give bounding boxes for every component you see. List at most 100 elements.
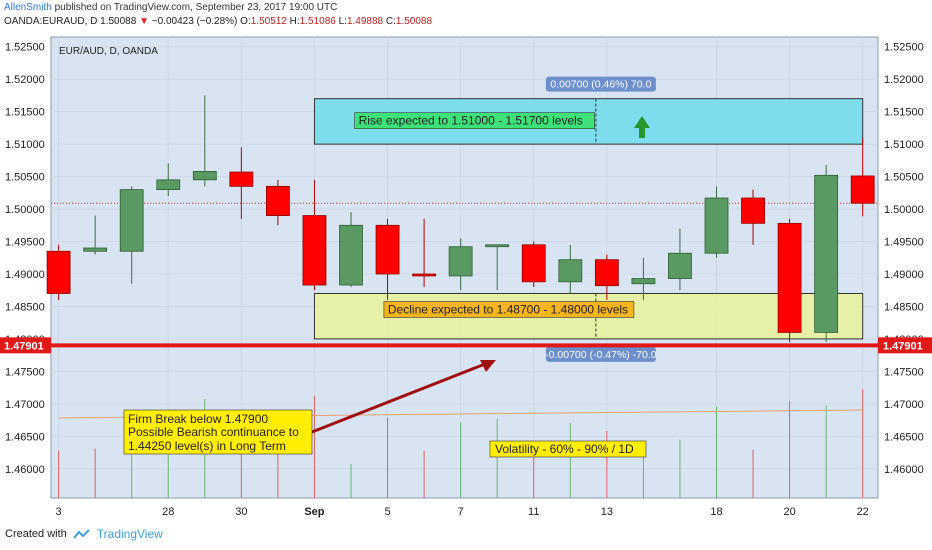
decline-label: Decline expected to 1.48700 - 1.48000 le… [388, 302, 628, 316]
footer: Created with TradingView [5, 527, 163, 541]
candle-body [704, 197, 729, 254]
y-tick-label-left: 1.52500 [5, 42, 45, 54]
y-tick-label-left: 1.47000 [5, 399, 45, 411]
y-tick-label-left: 1.51500 [5, 107, 45, 119]
decline-label-box [383, 301, 635, 318]
volatility-box [489, 440, 647, 458]
tradingview-logo-icon [72, 529, 90, 539]
price-change: −0.00423 (−0.28%) [151, 16, 238, 27]
x-tick-label: Sep [304, 506, 324, 518]
candle-body [229, 171, 254, 187]
y-tick-label-right: 1.47500 [884, 366, 924, 378]
candlestick-chart[interactable]: 1.52500 1.52500 1.52000 1.52000 1.51500 1.515… [0, 0, 932, 520]
rise-label-box [354, 112, 595, 129]
low-label: L: [338, 16, 347, 27]
candle-body [265, 185, 290, 216]
candle-body [192, 171, 217, 181]
chart-title: EUR/AUD, D, OANDA [59, 46, 158, 57]
open-value: 1.50512 [250, 16, 287, 27]
y-tick-label-right: 1.52500 [884, 42, 924, 54]
candle-body [375, 224, 400, 275]
x-tick-label: 28 [162, 506, 174, 518]
rise-label: Rise expected to 1.51000 - 1.51700 level… [359, 114, 583, 128]
y-tick-label-left: 1.51000 [5, 139, 45, 151]
y-tick-label-right: 1.50000 [884, 204, 924, 216]
note-arrowhead [480, 360, 496, 372]
low-value: 1.49888 [346, 16, 384, 27]
ohlc-bar: OANDA:EURAUD, D 1.50088 ▼ −0.00423 (−0.2… [4, 16, 432, 27]
close-value: 1.50088 [395, 16, 433, 27]
y-tick-label-left: 1.48500 [5, 301, 45, 313]
created-with-text: Created with [5, 528, 67, 540]
y-tick-label-right: 1.50500 [884, 172, 924, 184]
publish-text: published on TradingView.com, September … [54, 2, 338, 13]
candle-body [46, 250, 71, 294]
candle-body [594, 259, 619, 287]
x-tick-label: 20 [783, 506, 795, 518]
x-tick-label: 11 [528, 506, 539, 518]
x-tick-label: 5 [384, 506, 390, 518]
open-label: O: [240, 16, 251, 27]
candle-body [631, 278, 656, 285]
y-tick-label-right: 1.48500 [884, 301, 924, 313]
candle-body [777, 222, 802, 333]
candle-body [302, 215, 327, 286]
last-price: 1.50088 [100, 16, 137, 27]
decline-measure-text: -0.00700 (-0.47%) -70.0 [545, 349, 657, 361]
note-line-2: Possible Bearish continuance to [128, 425, 299, 439]
level-tag-left [0, 337, 51, 354]
volatility-label: Volatility - 60% - 90% / 1D [495, 442, 634, 456]
candle-body [485, 244, 510, 248]
publish-info: AllenSmith published on TradingView.com,… [4, 2, 337, 13]
candle-body [741, 197, 765, 224]
down-arrow-icon: ▼ [139, 16, 149, 27]
y-tick-label-left: 1.49500 [5, 237, 45, 249]
x-tick-label: 7 [458, 506, 464, 518]
tradingview-brand[interactable]: TradingView [96, 527, 163, 541]
note-line-3: 1.44250 level(s) in Long Term [128, 439, 286, 453]
author-link[interactable]: AllenSmith [4, 2, 52, 13]
y-tick-label-right: 1.52000 [884, 74, 924, 86]
level-tag-right [878, 337, 932, 354]
high-label: H: [289, 16, 300, 27]
level-tag-left-text: 1.47901 [4, 340, 44, 352]
y-tick-label-right: 1.47000 [884, 399, 924, 411]
y-tick-label-left: 1.46500 [5, 431, 45, 443]
x-tick-label: 3 [56, 506, 62, 518]
note-arrow-line [311, 362, 486, 434]
candle-body [850, 175, 875, 204]
candle-body [412, 273, 437, 277]
close-label: C: [385, 16, 396, 27]
y-tick-label-right: 1.46000 [884, 464, 924, 476]
y-tick-label-right: 1.51000 [884, 139, 924, 151]
rise-measure-tag [545, 76, 656, 92]
y-tick-label-left: 1.46000 [5, 464, 45, 476]
candle-body [119, 189, 144, 252]
candle-body [558, 259, 583, 283]
y-tick-label-right: 1.49000 [884, 269, 924, 281]
y-tick-label-right: 1.51500 [884, 107, 924, 119]
y-tick-label-left: 1.49000 [5, 269, 45, 281]
x-tick-label: 22 [857, 506, 869, 518]
y-tick-label-left: 1.47500 [5, 366, 45, 378]
y-tick-label-left: 1.50000 [5, 204, 45, 216]
rise-measure-text: 0.00700 (0.46%) 70.0 [550, 79, 651, 91]
candle-body [448, 246, 473, 277]
up-arrow-icon [634, 116, 650, 138]
symbol-label: OANDA:EURAUD, D [4, 16, 98, 27]
candle-body [83, 247, 108, 252]
x-tick-label: 30 [235, 506, 247, 518]
y-tick-label-right: 1.49500 [884, 237, 924, 249]
note-line-1: Firm Break below 1.47900 [128, 412, 268, 426]
decline-measure-tag [545, 346, 656, 362]
level-tag-right-text: 1.47901 [883, 340, 923, 352]
y-tick-label-left: 1.52000 [5, 74, 45, 86]
x-tick-label: 13 [601, 506, 613, 518]
candle-body [814, 174, 839, 333]
bearish-note-box [123, 409, 313, 455]
candle-body [521, 244, 546, 283]
x-tick-label: 18 [710, 506, 722, 518]
candle-body [668, 252, 692, 279]
y-tick-label-left: 1.50500 [5, 172, 45, 184]
y-tick-label-right: 1.46500 [884, 431, 924, 443]
